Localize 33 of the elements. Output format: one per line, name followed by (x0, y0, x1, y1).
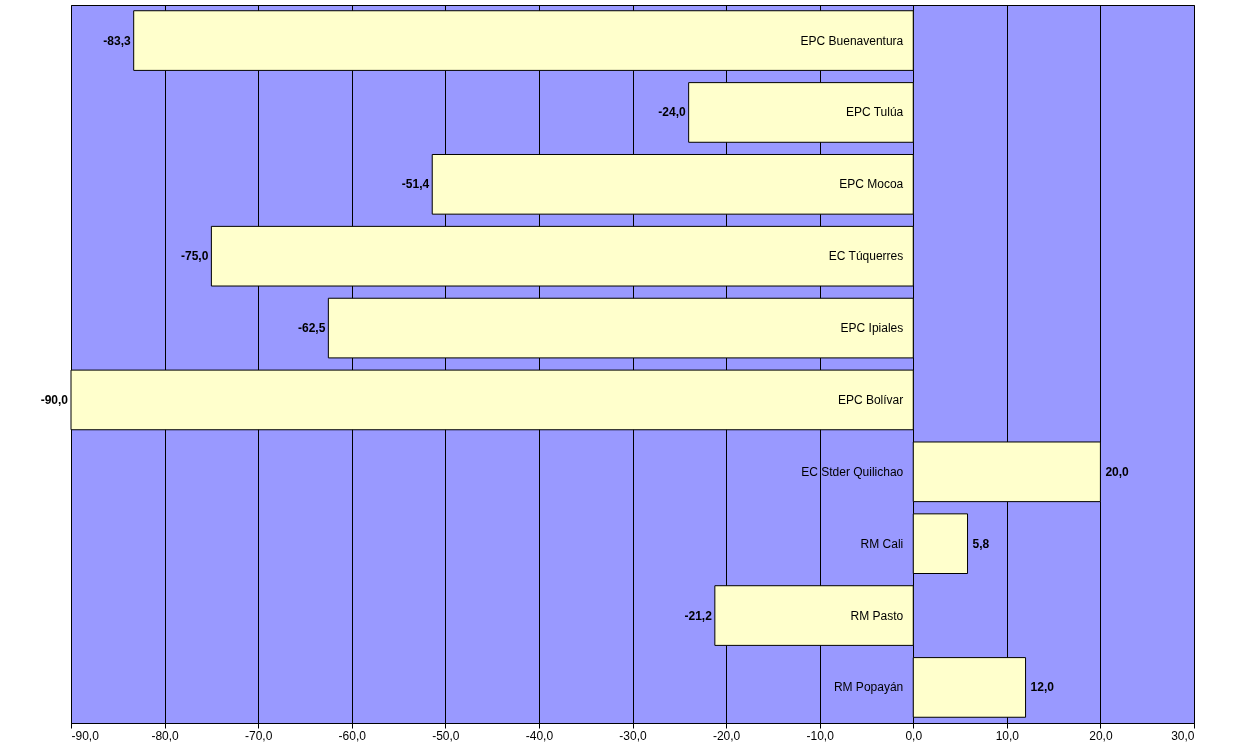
y-tick-label: RM Cali (860, 536, 904, 551)
x-tick-label: -20,0 (712, 728, 741, 743)
y-tick-label: EPC Bolívar (837, 392, 904, 407)
data-label: 12,0 (1030, 680, 1055, 695)
x-tick-label: -70,0 (244, 728, 273, 743)
y-tick-label: EPC Ipiales (840, 321, 904, 336)
y-tick-label: EPC Tulúa (845, 105, 904, 120)
data-label: -75,0 (181, 249, 209, 264)
data-label: -24,0 (658, 105, 686, 120)
data-label: 5,8 (972, 536, 990, 551)
y-tick-label: RM Popayán (833, 680, 904, 695)
x-tick-label: 0,0 (905, 728, 923, 743)
x-tick-label: -30,0 (619, 728, 647, 743)
x-tick-label: -50,0 (432, 728, 460, 743)
y-tick-label: EC Stder Quilichao (801, 464, 904, 479)
y-tick-label: EPC Buenaventura (800, 33, 904, 48)
x-tick-label: -40,0 (525, 728, 554, 743)
y-tick-label: RM Pasto (850, 608, 904, 623)
x-tick-label: -80,0 (151, 728, 180, 743)
x-tick-label: 30,0 (1171, 728, 1195, 743)
y-tick-label: EPC Mocoa (839, 177, 904, 192)
data-label: -51,4 (401, 177, 430, 192)
y-tick-label: EC Túquerres (828, 249, 904, 264)
data-label: -90,0 (40, 392, 69, 407)
x-tick-label: 20,0 (1089, 728, 1113, 743)
data-label: -83,3 (103, 33, 132, 48)
x-tick-label: -60,0 (338, 728, 367, 743)
x-tick-label: -90,0 (71, 728, 100, 743)
x-tick-label: 10,0 (995, 728, 1020, 743)
data-label: -62,5 (297, 321, 326, 336)
data-label: 20,0 (1105, 464, 1130, 479)
x-tick-label: -10,0 (806, 728, 835, 743)
data-label: -21,2 (684, 608, 713, 623)
